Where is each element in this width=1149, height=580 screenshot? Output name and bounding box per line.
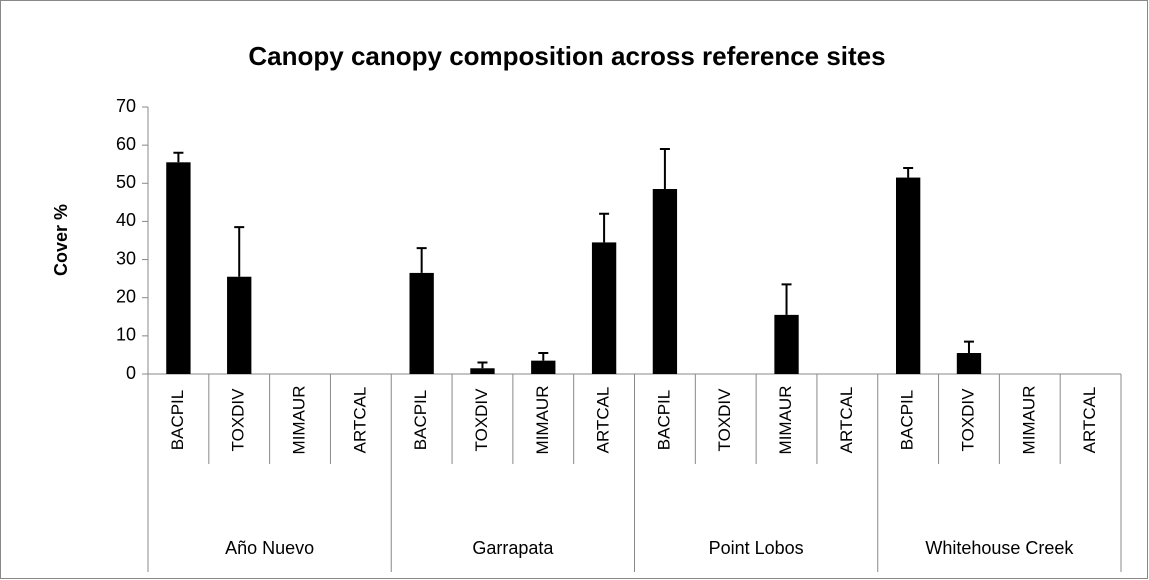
bar — [470, 368, 495, 374]
y-tick-label: 70 — [116, 96, 136, 116]
x-tick-label: BACPIL — [168, 390, 187, 450]
x-tick-label: ARTCAL — [594, 387, 613, 454]
bar — [956, 353, 982, 374]
error-bar — [599, 212, 610, 243]
y-tick-label: 20 — [116, 286, 136, 306]
x-tick-label: MIMAUR — [1019, 386, 1038, 455]
x-tick-label: TOXDIV — [715, 388, 734, 452]
y-tick-label: 50 — [116, 172, 136, 192]
x-tick-label: TOXDIV — [472, 388, 491, 452]
x-tick-label: BACPIL — [411, 390, 430, 450]
bar — [895, 177, 921, 374]
x-tick-label: ARTCAL — [350, 387, 369, 454]
x-tick-label: TOXDIV — [958, 388, 977, 452]
y-tick-label: 60 — [116, 134, 136, 154]
x-tick-label: BACPIL — [654, 390, 673, 450]
x-tick-label: BACPIL — [898, 390, 917, 450]
error-bar — [538, 352, 549, 361]
x-tick-label: MIMAUR — [776, 386, 795, 455]
error-bar — [903, 167, 914, 178]
error-bar — [781, 283, 792, 315]
y-tick-label: 0 — [126, 363, 136, 383]
bar — [409, 272, 434, 374]
x-tick-label: TOXDIV — [229, 388, 248, 452]
bar — [652, 189, 678, 374]
x-tick-label: MIMAUR — [290, 386, 309, 455]
x-tick-label: ARTCAL — [837, 387, 856, 454]
group-label: Garrapata — [472, 538, 554, 558]
group-label: Point Lobos — [709, 538, 804, 558]
bar — [227, 276, 252, 374]
y-tick-label: 30 — [116, 248, 136, 268]
error-bar — [416, 247, 427, 273]
group-label: Whitehouse Creek — [925, 538, 1074, 558]
error-bar — [234, 226, 245, 277]
x-tick-label: MIMAUR — [533, 386, 552, 455]
error-bar — [477, 361, 488, 369]
group-label: Año Nuevo — [225, 538, 314, 558]
error-bar — [659, 147, 670, 190]
bar — [166, 162, 191, 374]
bar — [591, 242, 617, 374]
x-tick-label: ARTCAL — [1080, 387, 1099, 454]
chart-title: Canopy canopy composition across referen… — [248, 41, 885, 71]
error-bar — [173, 151, 184, 163]
y-axis-label: Cover % — [51, 204, 71, 276]
y-tick-label: 10 — [116, 325, 136, 345]
y-tick-label: 40 — [116, 210, 136, 230]
error-bar — [963, 340, 974, 354]
bar — [774, 314, 799, 374]
bar — [531, 360, 556, 374]
